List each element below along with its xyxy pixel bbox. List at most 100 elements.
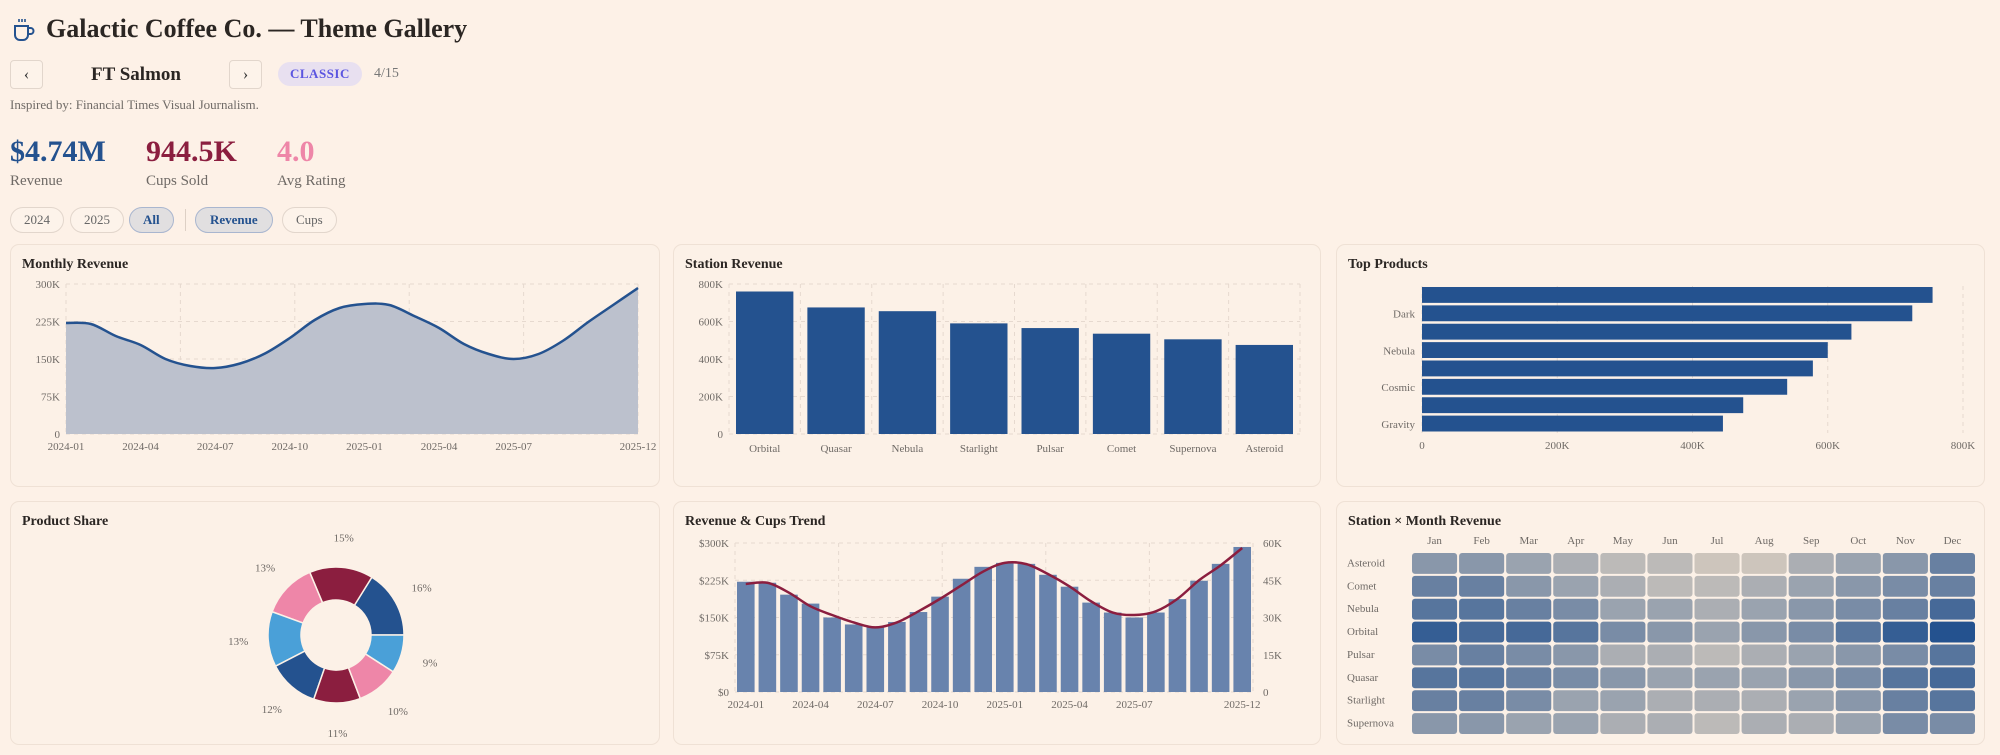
app-header: Galactic Coffee Co. — Theme Gallery (12, 14, 467, 44)
heatmap-cell (1412, 575, 1458, 597)
kpi-label: Cups Sold (146, 173, 209, 189)
heatmap-cell (1741, 644, 1787, 666)
heatmap-cell (1600, 667, 1646, 689)
bar (1422, 323, 1852, 340)
bar (807, 307, 865, 434)
x-tick-label: 400K (1680, 440, 1705, 452)
heatmap-cell (1929, 553, 1975, 574)
revenue-bar (1039, 574, 1057, 692)
heatmap-cell (1835, 553, 1881, 574)
station-month-heatmap: Jan Feb Mar Apr May Jun Jul Aug Sep Oct Nov Dec Aste… (1347, 535, 1975, 734)
product-share-chart: 16% 15% 13% 13% 12% 11% 10% 9% (228, 532, 437, 740)
x-tick-label: Starlight (960, 443, 998, 455)
x-tick-label: Pulsar (1036, 443, 1064, 455)
x-tick-label: 2025-04 (1051, 699, 1088, 711)
filter-year-2024[interactable]: 2024 (10, 207, 64, 233)
x-tick-label: 2025-12 (1224, 699, 1261, 711)
bar (1422, 360, 1813, 377)
column-label: Dec (1944, 535, 1962, 547)
x-tick-label: 2024-04 (122, 441, 159, 453)
heatmap-cell (1788, 621, 1834, 643)
heatmap-cell (1647, 644, 1693, 666)
revenue-bar (823, 617, 841, 692)
kpi-revenue: $4.74M Revenue (10, 135, 106, 190)
heatmap-cell (1929, 621, 1975, 643)
x-tick-label: 2024-10 (922, 699, 959, 711)
revenue-bar (888, 621, 906, 692)
x-tick-label: Comet (1107, 443, 1136, 455)
heatmap-cell (1835, 621, 1881, 643)
heatmap-cell (1600, 575, 1646, 597)
revenue-bar (1082, 602, 1100, 692)
prev-theme-button[interactable]: ‹ (10, 60, 43, 89)
x-tick-label: 800K (1951, 440, 1976, 452)
filter-year-2025[interactable]: 2025 (70, 207, 124, 233)
heatmap-cell (1788, 644, 1834, 666)
heatmap-cell (1647, 621, 1693, 643)
heatmap-cell (1741, 667, 1787, 689)
top-products-chart: 0 200K 400K 600K 800K Dark Nebula Cosmic Gravity (1381, 286, 1976, 452)
revenue-bar (1190, 580, 1208, 692)
revenue-bar (952, 578, 971, 692)
coffee-cup-icon (14, 19, 35, 41)
revenue-bar (909, 612, 928, 692)
column-label: Aug (1755, 535, 1774, 547)
y-tick-label: 600K (699, 317, 724, 329)
revenue-bar (844, 624, 863, 692)
heatmap-cell (1694, 667, 1740, 689)
heatmap-cell (1694, 690, 1740, 712)
theme-category-badge: CLASSIC (278, 62, 362, 86)
revenue-bar (1103, 612, 1122, 692)
page-title: Galactic Coffee Co. — Theme Gallery (46, 14, 468, 43)
heatmap-cell (1412, 598, 1458, 620)
x-tick-label: 600K (1816, 440, 1841, 452)
column-label: Mar (1520, 535, 1539, 547)
y-tick-label: 0 (55, 429, 61, 441)
chart-title: Station × Month Revenue (1348, 514, 1502, 529)
row-label: Supernova (1347, 718, 1394, 730)
filter-metric-cups[interactable]: Cups (282, 207, 337, 233)
heatmap-cell (1741, 621, 1787, 643)
bar (878, 311, 937, 434)
y-right-tick-label: 15K (1263, 650, 1282, 662)
heatmap-cell (1835, 598, 1881, 620)
heatmap-cell (1882, 667, 1928, 689)
revenue-bar (931, 596, 949, 692)
x-tick-label: 2024-10 (271, 441, 308, 453)
y-tick-label: 300K (36, 279, 61, 291)
y-tick-label: 800K (699, 279, 724, 291)
filter-metric-revenue[interactable]: Revenue (195, 207, 273, 233)
heatmap-cell (1882, 713, 1928, 734)
card-product-share: Product Share 16% 15% 13% 13% 12% 11% 10% 9% (10, 501, 660, 745)
x-tick-label: 2024-01 (727, 699, 764, 711)
chevron-left-icon: ‹ (23, 65, 30, 83)
heatmap-cell (1929, 598, 1975, 620)
slice-label: 12% (262, 704, 282, 716)
bar (1422, 378, 1788, 395)
heatmap-cell (1600, 598, 1646, 620)
filter-year-all[interactable]: All (129, 207, 174, 233)
row-label: Quasar (1347, 672, 1378, 684)
slice-label: 16% (412, 582, 432, 594)
kpi-avg-rating: 4.0 Avg Rating (277, 135, 345, 190)
filter-divider (185, 209, 186, 231)
bar (1422, 305, 1913, 322)
slice-label: 13% (228, 636, 248, 648)
heatmap-cell (1600, 713, 1646, 734)
heatmap-cell (1835, 713, 1881, 734)
column-label: Nov (1896, 535, 1915, 547)
heatmap-cell (1459, 598, 1505, 620)
heatmap-cell (1788, 667, 1834, 689)
row-label: Starlight (1347, 695, 1385, 707)
bar (1164, 339, 1222, 434)
column-label: Feb (1473, 535, 1490, 547)
column-label: Oct (1850, 535, 1866, 547)
next-theme-button[interactable]: › (229, 60, 262, 89)
x-tick-label: 2024-07 (197, 441, 234, 453)
y-left-tick-label: $0 (718, 687, 730, 699)
cups-line (745, 546, 1243, 629)
heatmap-cell (1459, 713, 1505, 734)
x-tick-label: 2025-12 (620, 441, 657, 453)
heatmap-cell (1600, 553, 1646, 574)
heatmap-cell (1694, 713, 1740, 734)
